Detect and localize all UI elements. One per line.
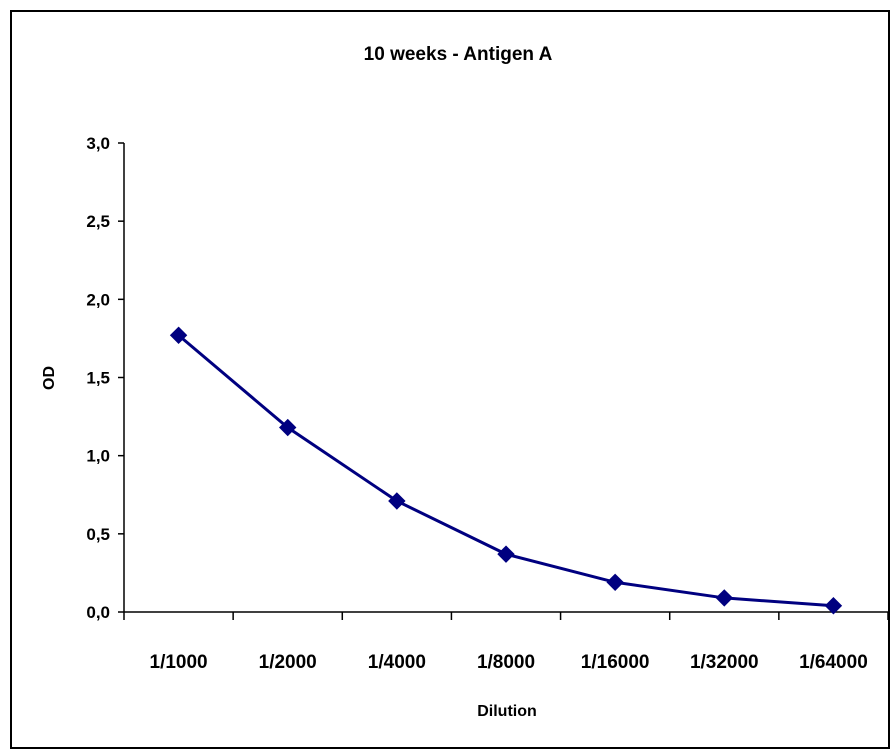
series-line (177, 334, 834, 608)
data-point (279, 418, 297, 437)
x-tick-label: 1/2000 (259, 652, 317, 673)
y-tick-label: 2,5 (86, 212, 110, 231)
y-tick-label: 3,0 (86, 134, 110, 153)
chart-title: 10 weeks - Antigen A (364, 44, 553, 65)
chart-frame (10, 10, 890, 749)
y-tick-label: 0,0 (86, 603, 110, 622)
x-axis-title: Dilution (477, 703, 537, 720)
x-tick-label: 1/32000 (690, 652, 759, 673)
series-group (169, 326, 843, 615)
data-point (169, 326, 188, 344)
data-point (388, 492, 406, 510)
x-tick-label: 1/8000 (477, 652, 535, 673)
axes: 0,0 0,5 1,0 1,5 2,0 2,5 3,0 1/1000 1/2000 1/4000 1… (86, 134, 889, 673)
y-tick-label: 1,0 (86, 447, 110, 466)
y-tick-label: 2,0 (86, 290, 110, 309)
x-tick-label: 1/16000 (581, 652, 650, 673)
data-point (824, 597, 843, 615)
x-tick-label: 1/64000 (799, 652, 868, 673)
y-tick-label: 1,5 (86, 369, 110, 388)
data-point (497, 545, 515, 563)
data-point (606, 573, 624, 592)
y-tick-label: 0,5 (86, 525, 110, 544)
data-point (715, 589, 733, 607)
y-axis-title: OD (41, 366, 58, 390)
x-tick-label: 1/1000 (150, 652, 208, 673)
x-tick-label: 1/4000 (368, 652, 426, 673)
